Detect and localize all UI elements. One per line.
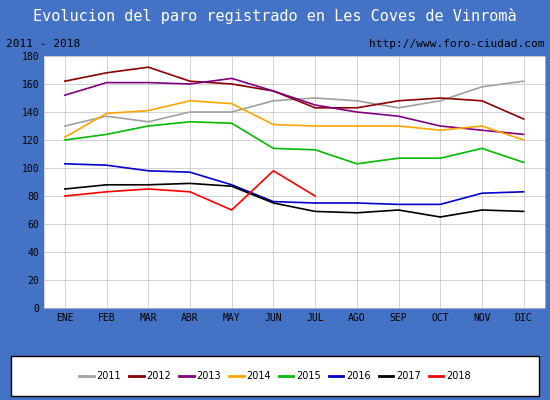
Legend: 2011, 2012, 2013, 2014, 2015, 2016, 2017, 2018: 2011, 2012, 2013, 2014, 2015, 2016, 2017… bbox=[75, 367, 475, 385]
FancyBboxPatch shape bbox=[11, 356, 539, 396]
Text: http://www.foro-ciudad.com: http://www.foro-ciudad.com bbox=[369, 39, 544, 49]
Text: Evolucion del paro registrado en Les Coves de Vinromà: Evolucion del paro registrado en Les Cov… bbox=[33, 8, 517, 24]
Text: 2011 - 2018: 2011 - 2018 bbox=[6, 39, 80, 49]
